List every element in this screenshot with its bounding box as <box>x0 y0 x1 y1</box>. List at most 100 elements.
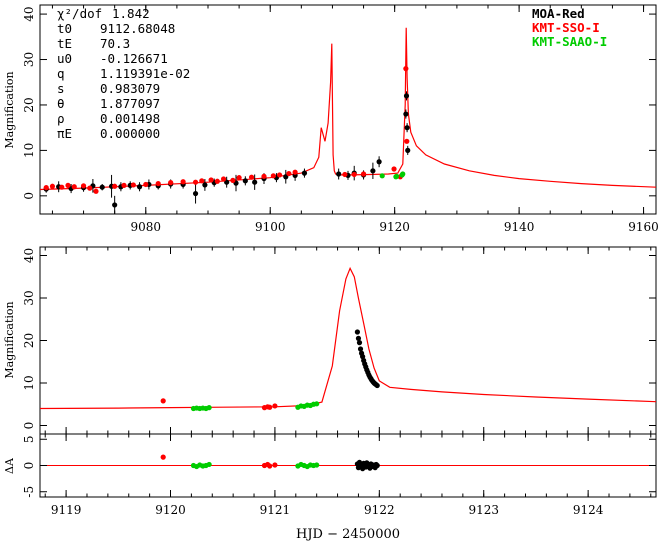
top-moa-red-point <box>370 168 376 174</box>
param-pie-name: πE <box>57 126 72 141</box>
middle-ytick-label: 20 <box>22 333 36 348</box>
top-xtick-label: 9120 <box>379 220 410 234</box>
top-kmt-sso-i-point <box>214 178 220 184</box>
param-chi2-value: 1.842 <box>112 6 150 21</box>
legend-kmt-saao-i: KMT-SAAO-I <box>532 34 607 49</box>
top-moa-red-point <box>252 179 258 185</box>
top-kmt-saao-i-point <box>400 171 406 177</box>
param-s-value: 0.983079 <box>100 81 160 96</box>
top-kmt-sso-i-point <box>155 180 161 187</box>
top-panel: 0 10 20 30 40 9080 9100 9120 9140 9160 <box>22 5 659 234</box>
top-kmt-sso-i-point <box>143 181 149 188</box>
top-panel-frame <box>39 4 657 215</box>
residual-ylabel: ΔA <box>3 457 16 474</box>
top-moa-red-point <box>242 178 248 184</box>
top-moa-red-point <box>99 184 105 190</box>
middle-panel: 0 10 20 30 40 <box>22 247 657 434</box>
middle-ylabel: Magnification <box>3 301 16 378</box>
param-te-name: tE <box>57 36 72 51</box>
top-kmt-sso-i-point <box>220 176 227 182</box>
top-kmt-sso-i-point <box>236 175 242 181</box>
middle-ytick-label: 10 <box>22 375 36 390</box>
top-xtick-label: 9160 <box>628 220 659 234</box>
param-u0-value: -0.126671 <box>100 51 168 66</box>
top-kmt-sso-i-point <box>248 174 255 180</box>
top-kmt-sso-i-point <box>112 183 118 189</box>
top-moa-red-point <box>405 147 411 153</box>
residual-xtick-label: 9124 <box>573 503 604 517</box>
top-kmt-saao-i-point <box>393 173 400 179</box>
top-kmt-sso-i-point <box>360 171 367 177</box>
residual-xtick-label: 9123 <box>468 503 499 517</box>
param-theta-value: 1.877097 <box>100 96 160 111</box>
top-moa-red-point <box>224 179 230 185</box>
residual-kmt-sso-i-point <box>267 463 273 469</box>
param-rho-name: ρ <box>57 111 65 126</box>
top-kmt-sso-i-point <box>342 171 348 178</box>
top-ytick-label: 10 <box>22 143 36 158</box>
top-moa-red-point <box>192 190 199 197</box>
top-kmt-sso-i-point <box>80 183 87 189</box>
top-kmt-sso-i-point <box>93 188 99 194</box>
residual-xtick-label: 9119 <box>51 503 82 517</box>
residual-xtick-label: 9120 <box>155 503 186 517</box>
model-parameters: χ²/dof 1.842 t0 9112.68048 tE 70.3 u0 -0… <box>57 6 190 141</box>
middle-kmt-sso-i-point <box>160 398 166 404</box>
top-model-curve <box>39 27 657 191</box>
param-u0-name: u0 <box>57 51 72 66</box>
param-rho-value: 0.001498 <box>100 111 160 126</box>
top-kmt-sso-i-point <box>130 182 136 188</box>
top-kmt-sso-i-point <box>43 185 49 191</box>
top-kmt-sso-i-point <box>121 182 127 188</box>
middle-model-curve <box>39 266 657 410</box>
legend-kmt-sso-i: KMT-SSO-I <box>532 20 600 35</box>
top-moa-red-point <box>283 174 289 180</box>
middle-kmt-saao-i-point <box>206 405 212 411</box>
middle-kmt-sso-i-point <box>267 404 273 410</box>
residual-xtick-label: 9121 <box>260 503 291 517</box>
top-ylabel: Magnification <box>3 71 16 148</box>
param-t0-name: t0 <box>57 21 72 36</box>
top-kmt-sso-i-point <box>192 179 199 185</box>
middle-moa-red-point <box>355 335 362 341</box>
param-pie-value: 0.000000 <box>100 126 160 141</box>
top-xtick-label: 9140 <box>504 220 535 234</box>
residual-kmt-sso-i-point <box>160 454 166 460</box>
param-q-name: q <box>57 66 65 81</box>
top-ytick-label: 20 <box>22 97 36 112</box>
top-kmt-sso-i-point <box>208 177 214 183</box>
middle-moa-red-point <box>354 329 360 335</box>
top-kmt-sso-i-point <box>276 172 283 178</box>
top-kmt-sso-i-point <box>168 180 174 186</box>
top-kmt-sso-i-point <box>199 178 205 184</box>
param-s-name: s <box>57 81 65 96</box>
top-kmt-sso-i-point <box>87 185 93 191</box>
top-kmt-sso-i-point <box>180 179 186 185</box>
middle-moa-red-point <box>374 382 380 389</box>
residual-ytick-label: 5 <box>22 435 36 443</box>
middle-ytick-label: 40 <box>22 248 36 263</box>
top-kmt-sso-i-point <box>65 182 71 188</box>
top-xtick-label: 9080 <box>131 220 162 234</box>
legend-moa-red: MOA-Red <box>532 6 585 21</box>
param-te-value: 70.3 <box>100 36 130 51</box>
residual-ytick-label: 0 <box>22 462 36 470</box>
top-moa-red-point <box>336 171 342 177</box>
top-ytick-label: 30 <box>22 52 36 67</box>
top-kmt-sso-i-point <box>261 173 267 179</box>
top-kmt-sso-i-point <box>230 177 236 183</box>
middle-kmt-saao-i-point <box>314 401 320 407</box>
residual-xlabel: HJD − 2450000 <box>296 527 400 542</box>
top-kmt-saao-i-point <box>379 173 385 179</box>
param-theta-name: θ <box>57 96 65 111</box>
param-q-value: 1.119391e-02 <box>100 66 190 81</box>
top-moa-red-point <box>403 93 410 99</box>
top-moa-red-point <box>112 202 118 208</box>
top-kmt-sso-i-point <box>270 173 276 179</box>
top-moa-red-point <box>376 159 382 165</box>
middle-ytick-label: 30 <box>22 290 36 305</box>
top-kmt-sso-i-point <box>351 171 357 178</box>
top-moa-red-point <box>301 170 308 176</box>
top-ytick-label: 0 <box>22 192 36 200</box>
residual-kmt-saao-i-point <box>314 462 320 468</box>
